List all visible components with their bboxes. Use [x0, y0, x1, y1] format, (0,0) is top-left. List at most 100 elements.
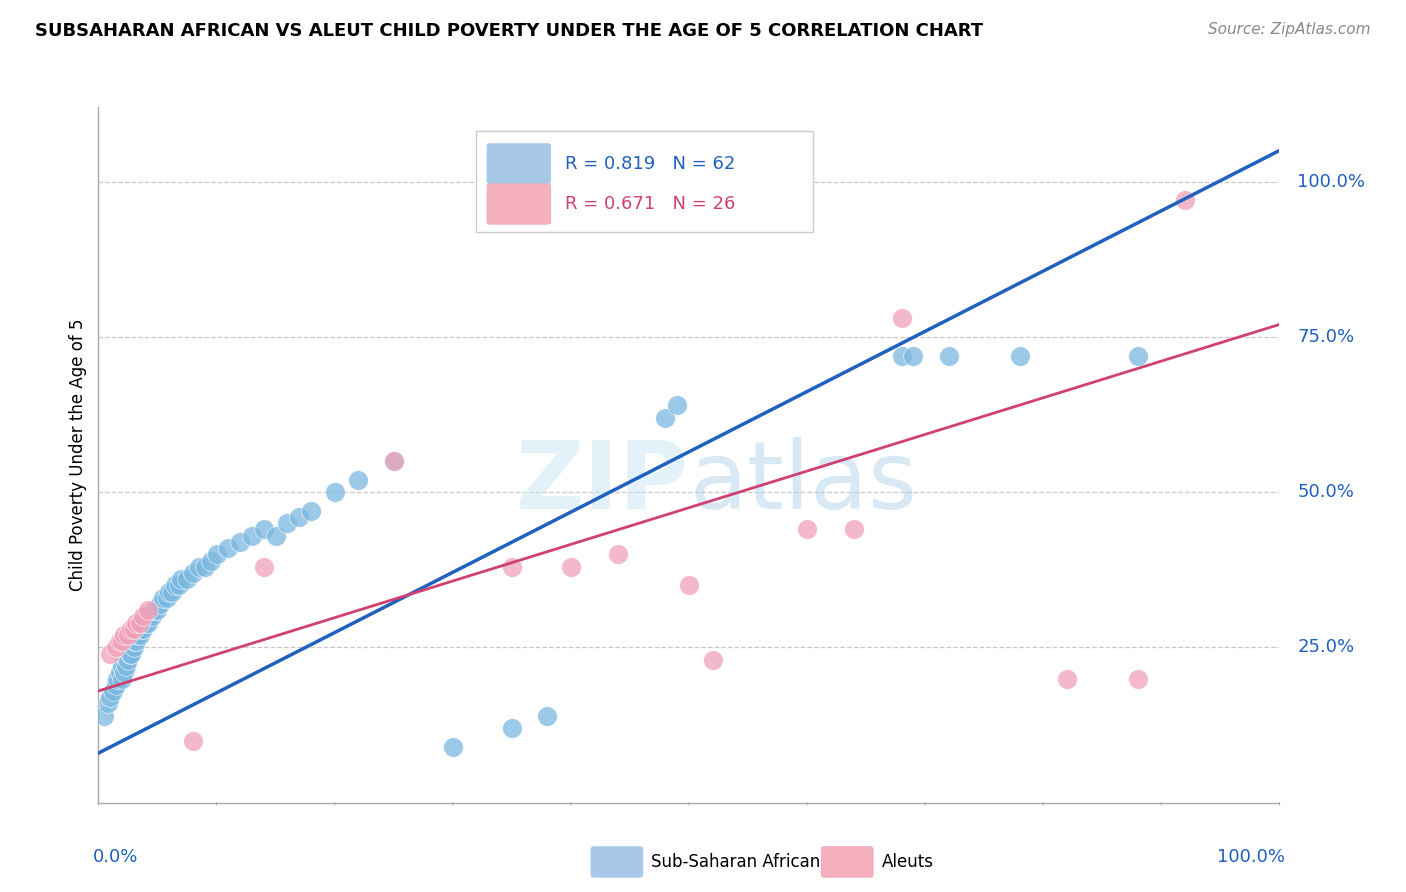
Point	[938, 349, 960, 363]
Point	[181, 733, 204, 747]
Point	[441, 739, 464, 754]
Point	[165, 578, 187, 592]
Point	[157, 584, 180, 599]
Point	[702, 653, 724, 667]
Point	[135, 615, 157, 630]
Point	[240, 529, 263, 543]
Point	[135, 609, 157, 624]
Point	[323, 485, 346, 500]
Point	[160, 584, 183, 599]
Point	[501, 559, 523, 574]
Point	[117, 628, 139, 642]
Point	[666, 398, 689, 412]
Point	[127, 628, 149, 642]
Point	[176, 572, 198, 586]
Text: atlas: atlas	[689, 437, 917, 529]
Point	[129, 622, 152, 636]
Point	[156, 591, 179, 605]
Text: ZIP: ZIP	[516, 437, 689, 529]
Point	[122, 622, 145, 636]
Point	[136, 615, 159, 630]
Point	[1174, 193, 1197, 207]
FancyBboxPatch shape	[486, 184, 551, 224]
Text: 75.0%: 75.0%	[1298, 328, 1354, 346]
Text: Aleuts: Aleuts	[882, 853, 934, 871]
Point	[253, 523, 276, 537]
Point	[132, 609, 155, 624]
Point	[149, 597, 172, 611]
Point	[146, 603, 169, 617]
Point	[264, 529, 287, 543]
Text: Sub-Saharan Africans: Sub-Saharan Africans	[651, 853, 830, 871]
Point	[796, 523, 818, 537]
Point	[890, 311, 912, 326]
Point	[1126, 349, 1149, 363]
Point	[253, 559, 276, 574]
Point	[105, 672, 128, 686]
Point	[890, 349, 912, 363]
Point	[122, 634, 145, 648]
FancyBboxPatch shape	[591, 847, 643, 877]
Point	[194, 559, 217, 574]
Point	[121, 622, 143, 636]
Point	[108, 665, 131, 680]
Point	[152, 591, 174, 605]
Point	[560, 559, 582, 574]
Point	[141, 609, 163, 624]
Text: R = 0.819   N = 62: R = 0.819 N = 62	[565, 154, 735, 173]
FancyBboxPatch shape	[486, 144, 551, 184]
Text: SUBSAHARAN AFRICAN VS ALEUT CHILD POVERTY UNDER THE AGE OF 5 CORRELATION CHART: SUBSAHARAN AFRICAN VS ALEUT CHILD POVERT…	[35, 22, 983, 40]
Text: 50.0%: 50.0%	[1298, 483, 1354, 501]
Point	[128, 628, 150, 642]
Point	[128, 615, 150, 630]
Point	[1056, 672, 1078, 686]
Point	[200, 553, 222, 567]
Point	[217, 541, 239, 555]
Point	[501, 721, 523, 735]
Text: 25.0%: 25.0%	[1298, 639, 1354, 657]
Point	[205, 547, 228, 561]
Text: 0.0%: 0.0%	[93, 848, 138, 866]
Point	[98, 690, 121, 705]
Point	[105, 640, 128, 655]
Text: 100.0%: 100.0%	[1218, 848, 1285, 866]
Point	[347, 473, 370, 487]
Point	[111, 659, 134, 673]
Point	[678, 578, 700, 592]
Point	[142, 603, 165, 617]
Point	[132, 622, 155, 636]
Point	[108, 634, 131, 648]
Point	[105, 678, 128, 692]
Point	[98, 647, 121, 661]
Point	[111, 634, 134, 648]
Point	[120, 647, 142, 661]
Point	[121, 647, 143, 661]
Text: 100.0%: 100.0%	[1298, 172, 1365, 191]
Point	[97, 697, 120, 711]
Text: R = 0.671   N = 26: R = 0.671 N = 26	[565, 195, 735, 213]
Point	[844, 523, 866, 537]
Point	[607, 547, 630, 561]
Point	[187, 559, 209, 574]
Point	[229, 535, 252, 549]
Point	[136, 603, 159, 617]
FancyBboxPatch shape	[477, 131, 813, 232]
Text: Source: ZipAtlas.com: Source: ZipAtlas.com	[1208, 22, 1371, 37]
FancyBboxPatch shape	[821, 847, 873, 877]
Point	[122, 640, 145, 655]
Point	[114, 659, 136, 673]
Point	[299, 504, 322, 518]
Point	[167, 578, 190, 592]
Point	[1126, 672, 1149, 686]
Point	[536, 708, 558, 723]
Point	[654, 410, 676, 425]
Point	[101, 684, 124, 698]
Point	[288, 510, 311, 524]
Point	[181, 566, 204, 580]
Point	[111, 672, 134, 686]
Point	[1008, 349, 1031, 363]
Point	[276, 516, 298, 531]
Point	[125, 634, 148, 648]
Point	[125, 615, 148, 630]
Point	[112, 665, 135, 680]
